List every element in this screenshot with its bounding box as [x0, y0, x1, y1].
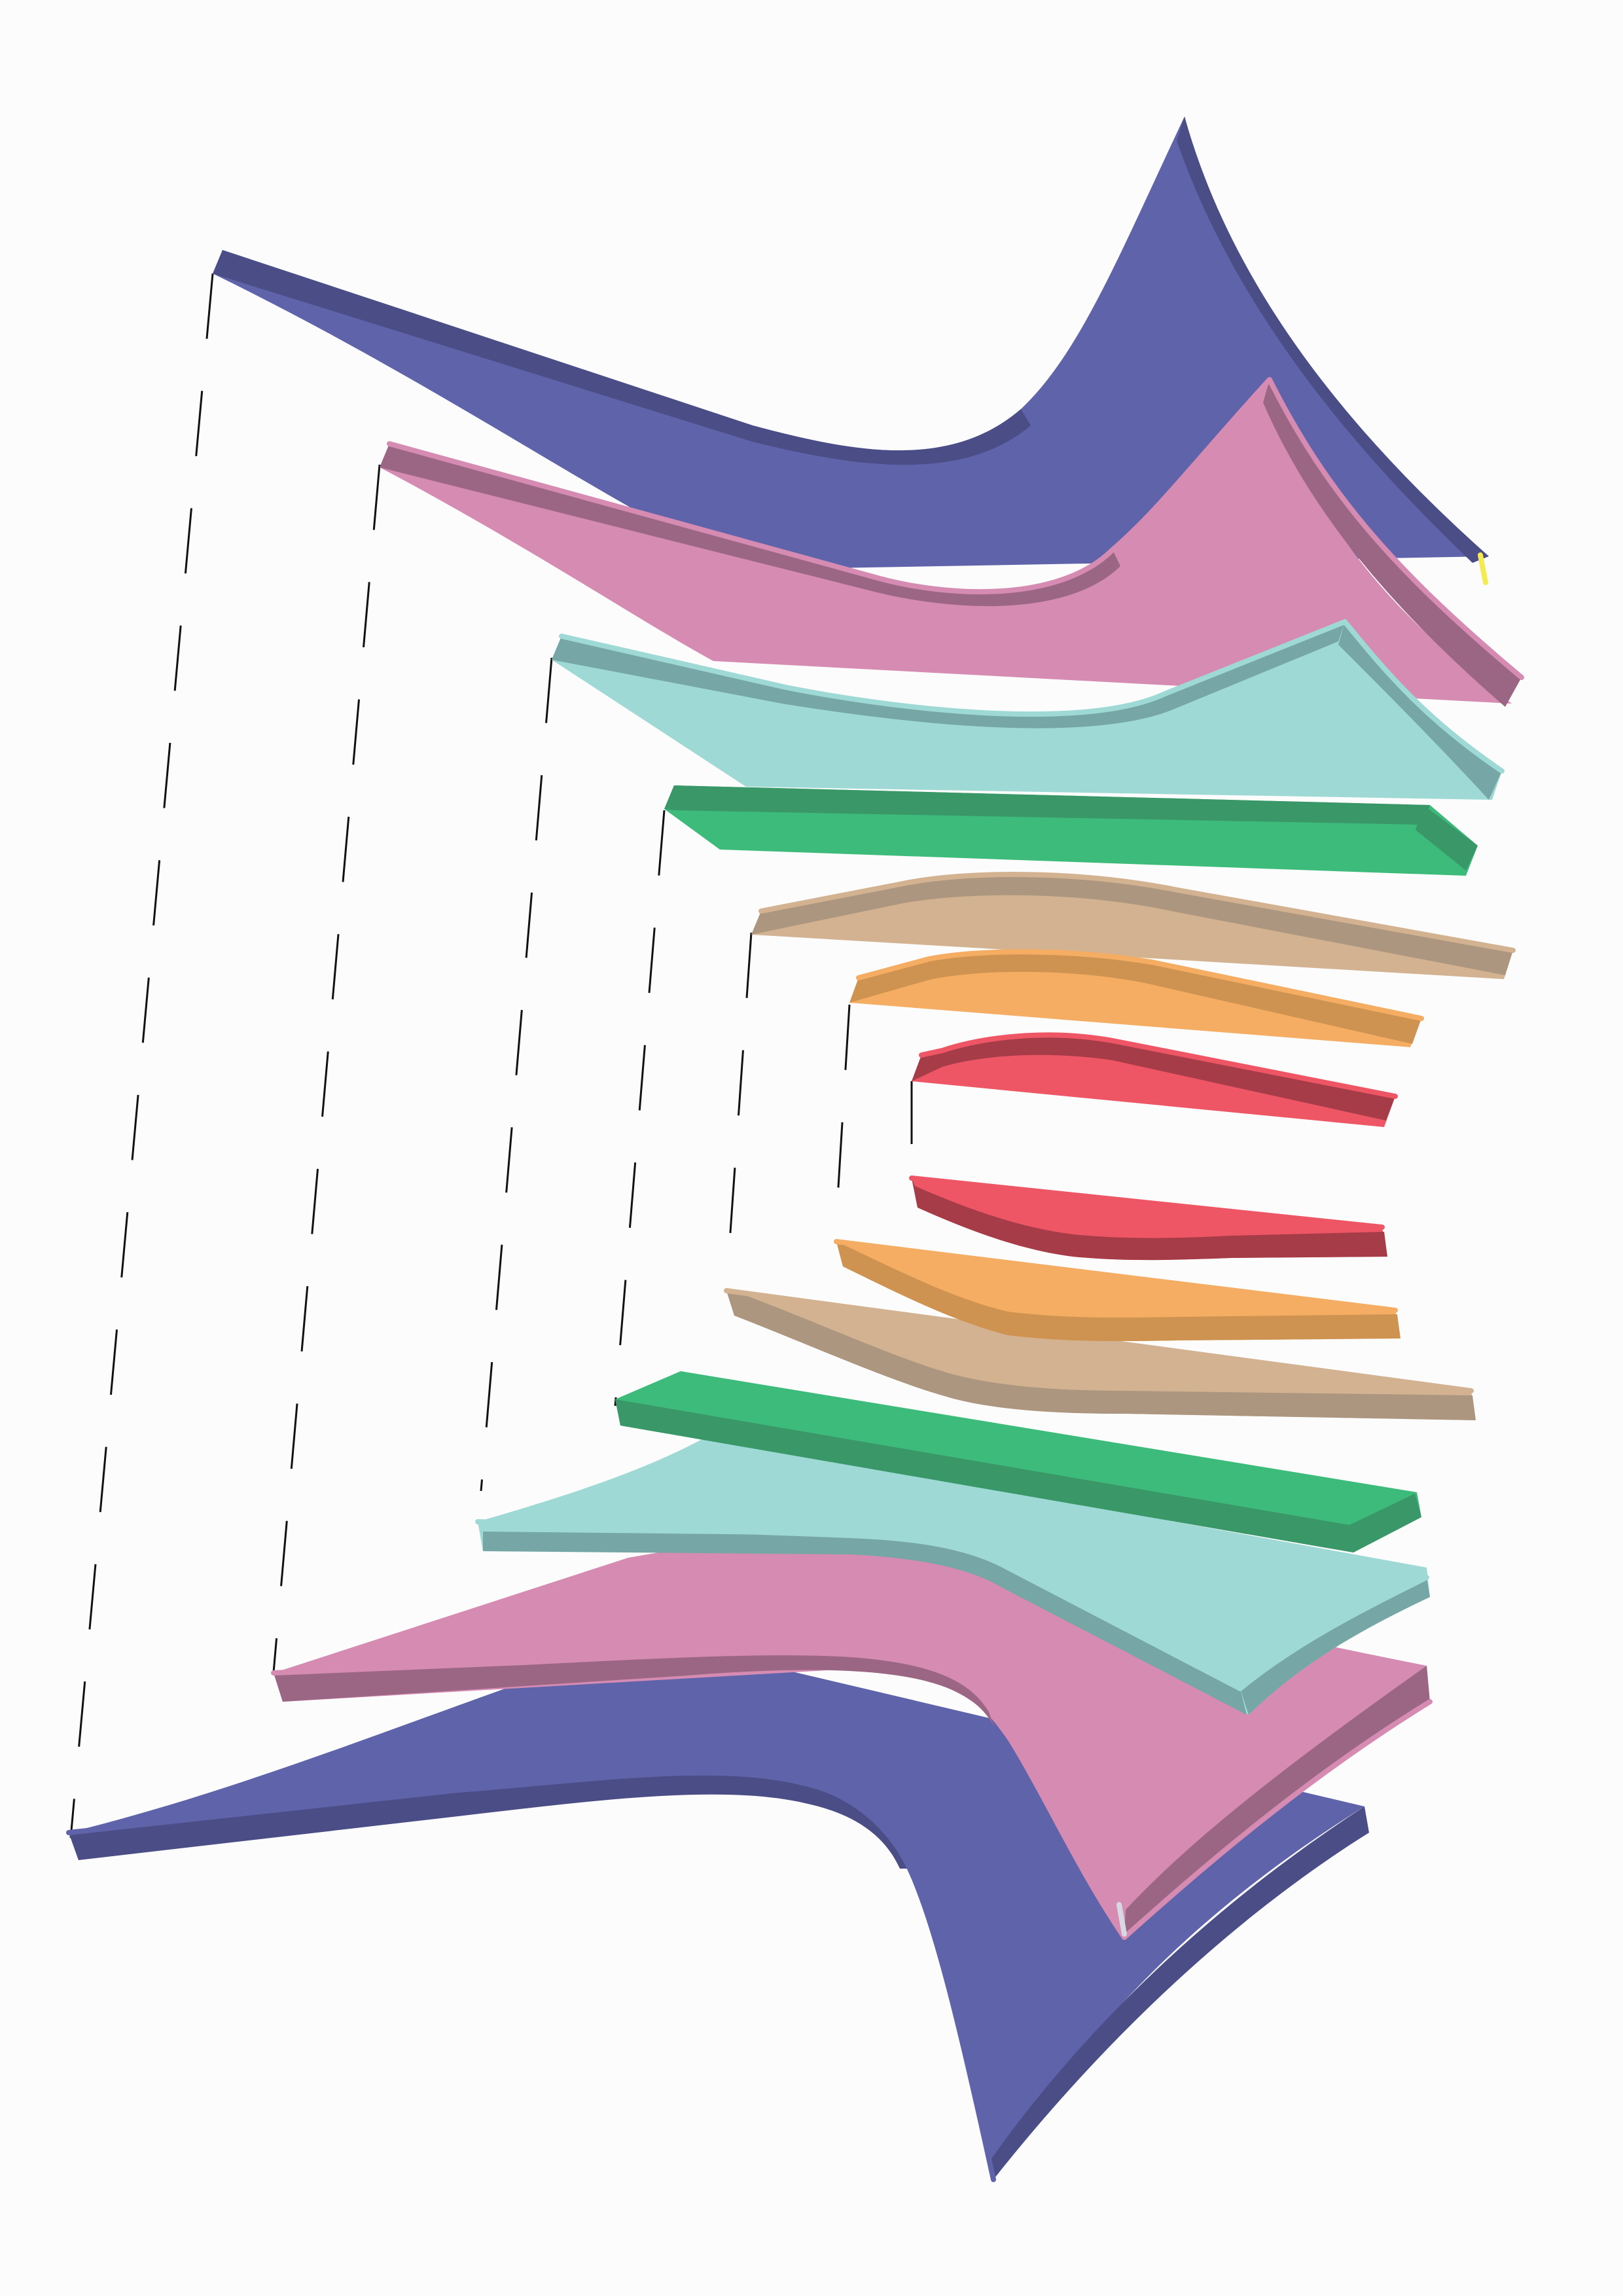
- cyan-ribbon-bottom-edge-right: [1240, 1577, 1430, 1715]
- orange-ribbon-top-edge: [849, 952, 1421, 1044]
- guide-line-1: [69, 273, 214, 1839]
- dashed-guide-lines: [69, 273, 913, 1839]
- green-ribbon-bottom-edge: [615, 1399, 1353, 1552]
- pink-ribbon-top-edge: [380, 444, 1120, 607]
- orange-ribbon-bottom-edge: [836, 1242, 1400, 1342]
- orange-ribbon-top-outline: [856, 949, 1424, 1021]
- green-ribbon-top-edge-right: [1416, 805, 1478, 870]
- guide-line-6: [836, 1004, 851, 1198]
- navy-ribbon-top-face: [213, 117, 1489, 569]
- navy-ribbon-bottom-edge: [69, 1772, 910, 1869]
- orange-ribbon-bottom-outline: [834, 1239, 1398, 1313]
- orange-ribbon-top: [849, 949, 1424, 1047]
- green-ribbon-top: [664, 785, 1478, 876]
- green-ribbon-top-edge: [664, 785, 1430, 825]
- guide-line-4: [614, 810, 666, 1407]
- tan-ribbon-bottom-face: [726, 1291, 1476, 1420]
- tan-ribbon-top: [751, 872, 1516, 979]
- pink-ribbon-top-outline: [387, 377, 1524, 680]
- cyan-ribbon-top-outline: [559, 619, 1505, 774]
- pink-ribbon-bottom-highlight: [1116, 1902, 1127, 1937]
- tan-ribbon-top-outline: [758, 872, 1516, 953]
- guide-line-5: [726, 932, 753, 1270]
- pink-ribbon-top: [380, 377, 1524, 707]
- guide-line-3: [480, 657, 553, 1492]
- orange-ribbon-top-face: [849, 952, 1421, 1047]
- cyan-ribbon-top: [552, 619, 1505, 800]
- pink-ribbon-top-edge-right: [1263, 380, 1522, 707]
- pink-ribbon-bottom-outline: [271, 1650, 1433, 1940]
- navy-ribbon-bottom-edge-right: [991, 1806, 1369, 2179]
- red-ribbon-bottom-outline: [909, 1175, 1385, 1230]
- red-ribbon-top-outline: [919, 1032, 1398, 1099]
- cyan-ribbon-bottom-outline: [475, 1519, 1429, 1691]
- tan-ribbon-bottom-edge: [726, 1291, 1476, 1420]
- pink-ribbon-top-face: [380, 380, 1512, 704]
- orange-ribbon-bottom: [834, 1239, 1400, 1342]
- guide-line-2: [272, 464, 381, 1673]
- red-ribbon-bottom-edge: [912, 1178, 1387, 1261]
- cyan-ribbon-bottom-face: [478, 1437, 1430, 1715]
- yellow-accent: [1478, 552, 1488, 585]
- red-ribbon-bottom: [909, 1175, 1387, 1261]
- cyan-ribbon-bottom-edge: [483, 1532, 1247, 1715]
- navy-ribbon-bottom-outline: [66, 1770, 996, 2182]
- navy-ribbon-top: [213, 117, 1489, 585]
- red-ribbon-top-face: [912, 1035, 1395, 1127]
- green-ribbon-bottom: [615, 1371, 1421, 1552]
- green-ribbon-bottom-edge-right: [1349, 1494, 1421, 1552]
- pink-ribbon-bottom-edge: [274, 1653, 995, 1728]
- red-ribbon-top: [912, 1032, 1398, 1127]
- tan-ribbon-top-face: [751, 874, 1513, 979]
- cyan-ribbon-bottom: [475, 1437, 1430, 1715]
